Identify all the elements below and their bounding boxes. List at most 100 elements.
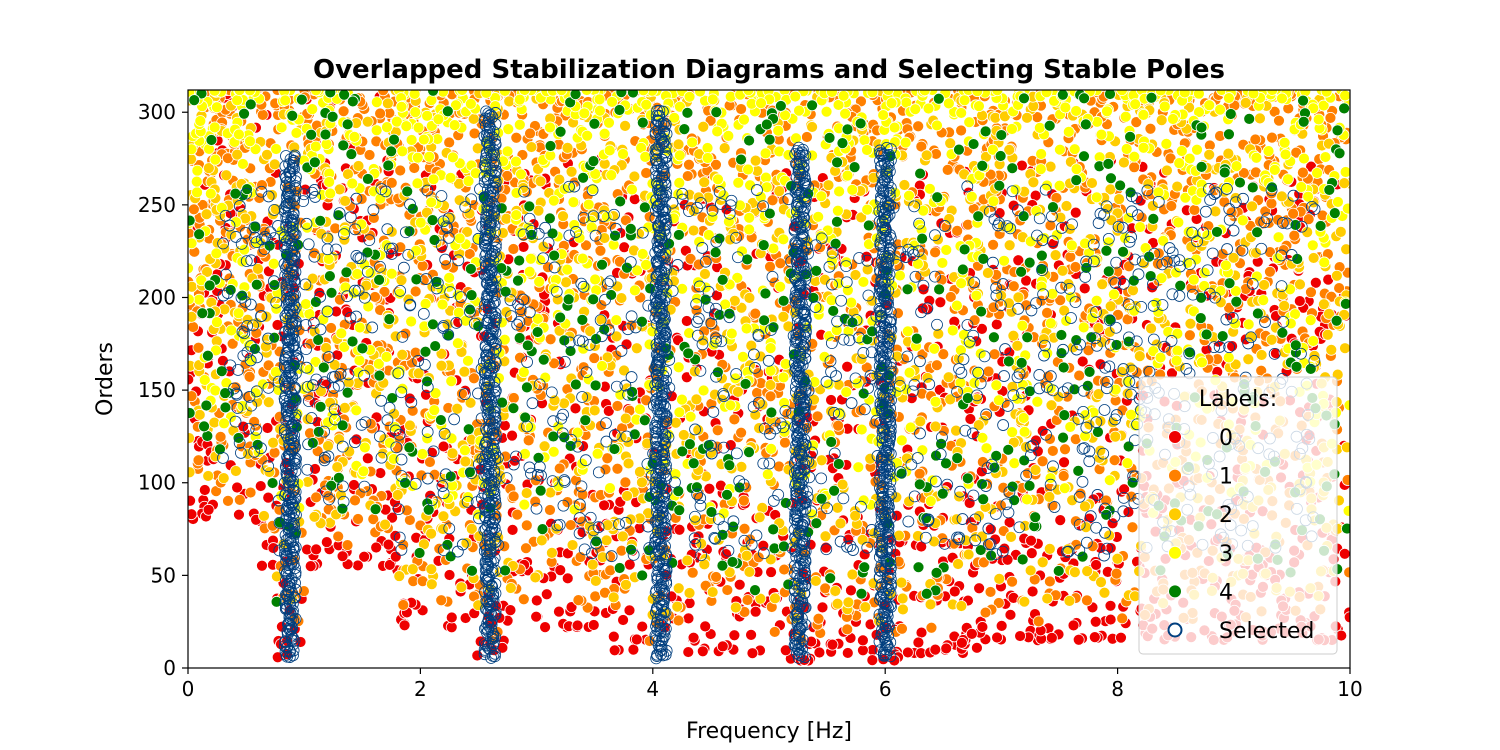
point-label-0	[912, 636, 925, 649]
point-label-2	[202, 470, 215, 482]
point-label-2	[610, 330, 623, 343]
point-label-2	[1020, 441, 1032, 453]
point-label-2	[1184, 317, 1197, 330]
point-label-1	[955, 124, 968, 137]
point-label-0	[351, 559, 364, 572]
point-label-0	[956, 636, 968, 649]
point-label-2	[1275, 190, 1288, 203]
point-label-2	[338, 402, 351, 414]
point-label-2	[557, 210, 569, 223]
point-label-0	[1118, 483, 1131, 496]
point-label-3	[1051, 229, 1063, 241]
point-label-0	[687, 631, 700, 644]
point-label-1	[520, 519, 533, 532]
point-label-3	[1044, 317, 1057, 330]
point-label-0	[1088, 631, 1101, 644]
point-label-1	[925, 621, 938, 634]
point-label-1	[572, 594, 585, 607]
point-label-2	[1086, 177, 1098, 189]
point-label-0	[1076, 355, 1089, 368]
point-label-2	[618, 364, 630, 377]
point-label-1	[529, 495, 542, 508]
point-label-3	[370, 96, 383, 109]
point-label-2	[735, 460, 748, 473]
point-label-3	[290, 127, 303, 139]
point-label-3	[1171, 344, 1184, 357]
point-label-0	[553, 605, 565, 618]
point-label-2	[912, 530, 924, 542]
point-label-2	[1049, 249, 1062, 262]
point-label-2	[404, 419, 416, 432]
point-label-2	[897, 603, 909, 616]
point-label-3	[1054, 143, 1066, 156]
point-label-1	[611, 400, 624, 412]
point-label-0	[398, 619, 411, 632]
point-label-2	[1011, 339, 1024, 352]
point-label-2	[425, 563, 438, 576]
point-label-1	[855, 404, 867, 417]
point-label-1	[416, 259, 429, 272]
point-label-0	[231, 481, 244, 494]
point-label-1	[325, 322, 337, 334]
point-label-2	[260, 340, 272, 353]
point-label-1	[728, 413, 741, 426]
point-label-0	[336, 550, 349, 563]
point-label-1	[341, 539, 354, 551]
point-label-1	[511, 508, 524, 521]
point-label-2	[322, 440, 334, 452]
point-label-2	[624, 513, 637, 526]
point-label-2	[628, 170, 641, 183]
point-label-2	[458, 365, 471, 378]
point-label-1	[930, 359, 943, 372]
point-label-1	[1123, 260, 1135, 273]
point-label-3	[895, 434, 908, 447]
point-label-2	[859, 601, 872, 614]
point-label-0	[1003, 516, 1016, 529]
point-label-1	[1239, 283, 1252, 295]
point-label-2	[503, 95, 516, 108]
point-label-2	[455, 581, 468, 594]
point-label-0	[239, 44, 250, 55]
point-label-0	[617, 614, 629, 626]
point-label-2	[1321, 328, 1334, 341]
point-label-2	[706, 586, 719, 598]
point-label-3	[951, 299, 963, 312]
point-label-0	[623, 558, 636, 571]
point-label-2	[1003, 239, 1016, 252]
point-label-3	[419, 297, 432, 310]
point-label-2	[1098, 586, 1111, 599]
point-label-2	[616, 530, 629, 543]
point-label-1	[692, 258, 705, 271]
point-label-1	[1007, 280, 1020, 293]
point-label-2	[435, 359, 448, 372]
point-label-0	[866, 654, 879, 667]
point-label-0	[858, 548, 871, 561]
point-label-0	[1090, 559, 1102, 571]
point-label-2	[446, 447, 459, 460]
point-label-1	[1032, 615, 1045, 628]
point-label-3	[1108, 288, 1120, 301]
point-label-2	[607, 591, 620, 604]
point-label-2	[1064, 223, 1076, 235]
point-label-0	[703, 482, 716, 495]
point-label-0	[1067, 619, 1080, 632]
point-label-1	[544, 504, 556, 516]
point-label-1	[544, 333, 557, 346]
point-label-2	[188, 432, 196, 444]
point-label-0	[779, 644, 792, 657]
point-label-2	[308, 510, 321, 523]
point-label-2	[267, 436, 280, 449]
point-label-2	[1111, 552, 1124, 565]
point-label-3	[777, 233, 790, 246]
point-label-1	[941, 163, 954, 176]
point-label-2	[1095, 576, 1107, 589]
point-label-1	[710, 571, 722, 583]
point-label-2	[764, 553, 777, 566]
point-label-2	[697, 120, 710, 133]
point-label-1	[690, 304, 703, 317]
point-label-0	[1104, 599, 1117, 612]
point-label-3	[617, 148, 629, 160]
point-label-1	[507, 392, 520, 404]
point-label-2	[1146, 199, 1159, 212]
point-label-2	[753, 511, 766, 524]
